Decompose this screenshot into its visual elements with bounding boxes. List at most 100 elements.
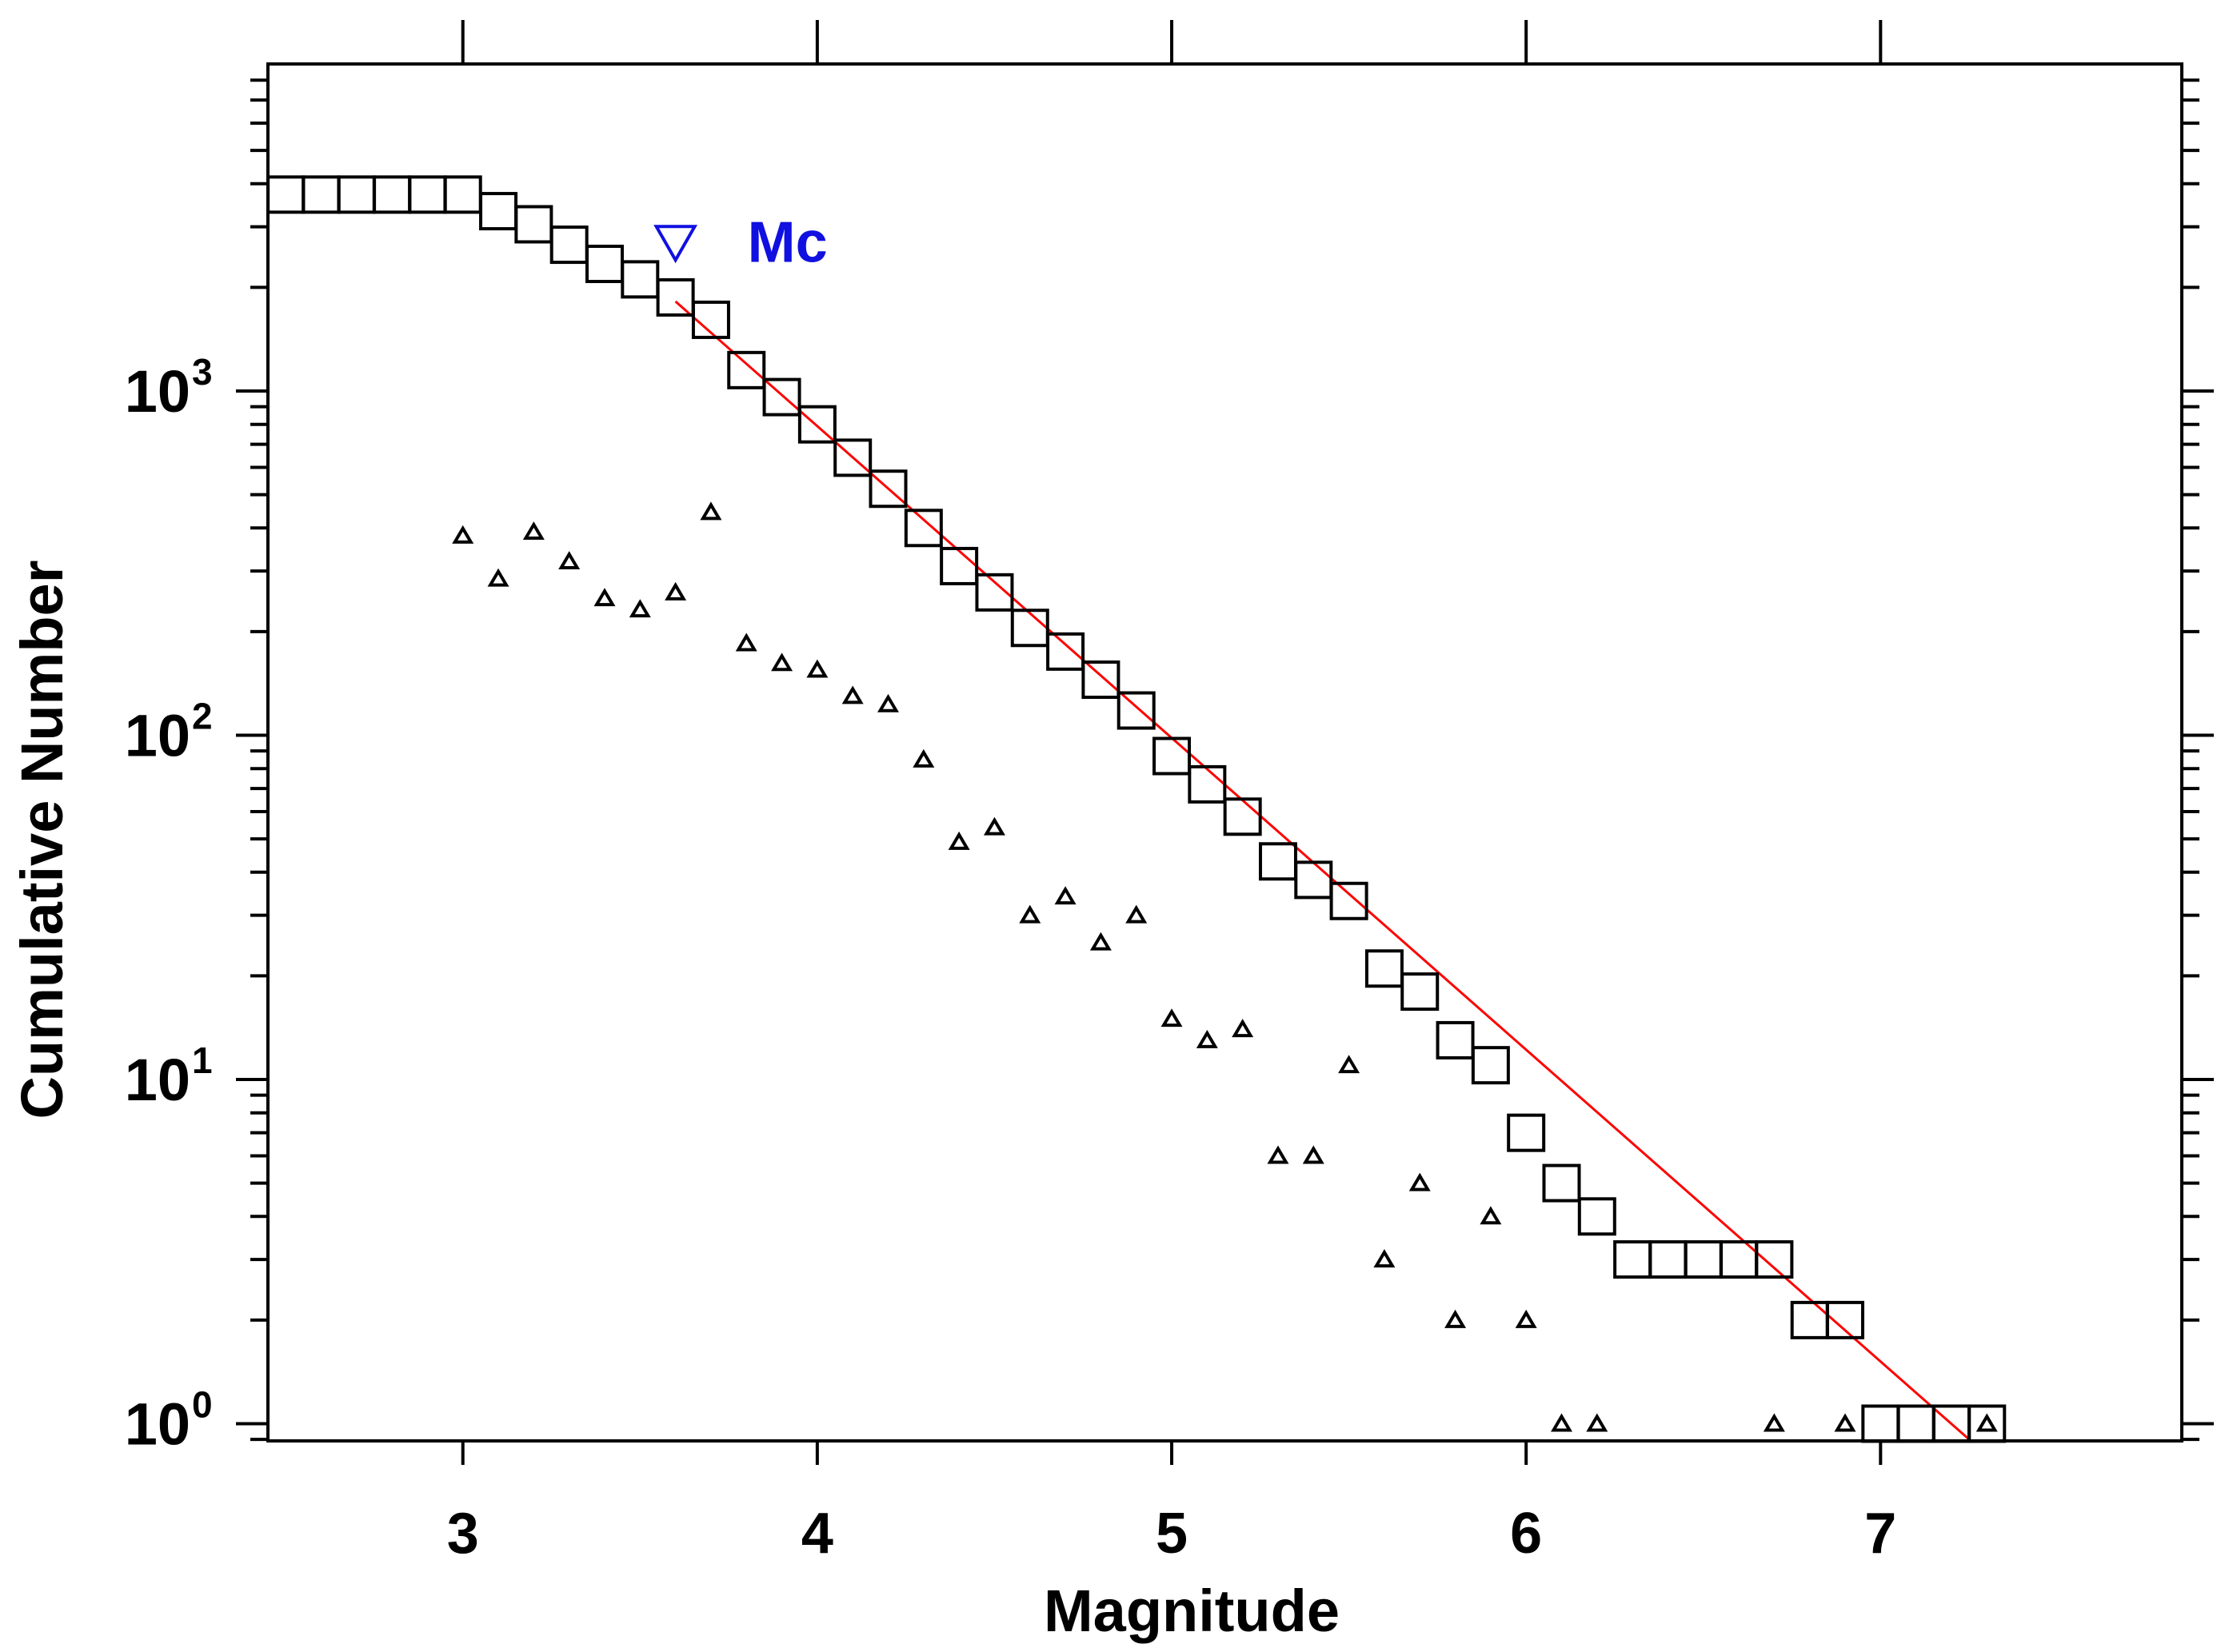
cumulative-square bbox=[302, 175, 341, 214]
y-tick-label-exponent: 2 bbox=[192, 695, 213, 736]
noncumulative-triangle bbox=[1338, 1055, 1360, 1074]
cumulative-square bbox=[833, 438, 873, 477]
noncumulative-triangle bbox=[1515, 1309, 1537, 1328]
noncumulative-triangle bbox=[593, 588, 616, 607]
cumulative-square bbox=[337, 175, 376, 214]
noncumulative-markers bbox=[452, 501, 1998, 1432]
annotations: Mc bbox=[653, 210, 828, 274]
noncumulative-triangle bbox=[1019, 904, 1041, 924]
noncumulative-triangle bbox=[1373, 1249, 1396, 1268]
cumulative-square bbox=[1967, 1404, 2007, 1443]
noncumulative-triangle bbox=[1302, 1145, 1324, 1164]
noncumulative-triangle bbox=[1160, 1008, 1183, 1028]
noncumulative-triangle bbox=[487, 568, 509, 587]
noncumulative-triangle bbox=[1975, 1413, 1998, 1432]
fit-line bbox=[674, 300, 1971, 1441]
noncumulative-triangle bbox=[1196, 1029, 1218, 1048]
x-tick-label: 4 bbox=[801, 1502, 833, 1566]
x-tick-label: 6 bbox=[1510, 1502, 1542, 1566]
cumulative-square bbox=[1364, 949, 1404, 988]
cumulative-markers bbox=[266, 175, 2007, 1443]
cumulative-square bbox=[1507, 1113, 1546, 1152]
noncumulative-triangle bbox=[1408, 1172, 1431, 1191]
mc-marker bbox=[653, 225, 698, 264]
noncumulative-triangle bbox=[1232, 1019, 1254, 1038]
cumulative-square bbox=[266, 175, 306, 214]
cumulative-square bbox=[1152, 736, 1192, 776]
cumulative-square bbox=[1258, 842, 1297, 881]
x-tick-label: 7 bbox=[1864, 1502, 1896, 1566]
noncumulative-triangle bbox=[735, 632, 757, 652]
cumulative-square bbox=[1790, 1300, 1829, 1339]
noncumulative-triangle bbox=[629, 599, 651, 618]
cumulative-square bbox=[691, 300, 730, 339]
cumulative-square bbox=[1081, 660, 1120, 700]
cumulative-square bbox=[1116, 691, 1156, 730]
y-tick-label: 10 bbox=[125, 1391, 190, 1457]
mc-label: Mc bbox=[748, 210, 828, 274]
y-axis-label: Cumulative Number bbox=[9, 560, 75, 1119]
cumulative-square bbox=[1471, 1046, 1510, 1085]
noncumulative-triangle bbox=[841, 685, 864, 704]
noncumulative-triangle bbox=[877, 693, 900, 712]
cumulative-square bbox=[443, 175, 482, 214]
cumulative-square bbox=[1861, 1404, 1900, 1443]
cumulative-square bbox=[1542, 1163, 1581, 1203]
noncumulative-triangle bbox=[1267, 1145, 1289, 1164]
fit-line-group bbox=[674, 300, 1971, 1441]
noncumulative-triangle bbox=[665, 581, 687, 601]
y-tick-label-exponent: 3 bbox=[192, 351, 213, 393]
cumulative-square bbox=[1613, 1240, 1652, 1279]
cumulative-square bbox=[1896, 1404, 1935, 1443]
cumulative-square bbox=[1826, 1300, 1865, 1339]
cumulative-square bbox=[797, 405, 837, 444]
y-tick-label: 10 bbox=[125, 1047, 190, 1113]
x-tick-label: 5 bbox=[1156, 1502, 1188, 1566]
cumulative-square bbox=[1223, 797, 1262, 836]
cumulative-square bbox=[479, 192, 518, 231]
cumulative-square bbox=[727, 350, 766, 389]
noncumulative-triangle bbox=[1763, 1413, 1785, 1432]
cumulative-square bbox=[940, 546, 979, 585]
noncumulative-triangle bbox=[1444, 1309, 1467, 1328]
cumulative-square bbox=[1188, 764, 1227, 804]
noncumulative-triangle bbox=[948, 831, 970, 850]
cumulative-square bbox=[621, 260, 660, 299]
cumulative-square bbox=[408, 175, 447, 214]
noncumulative-triangle bbox=[806, 659, 829, 678]
cumulative-square bbox=[549, 225, 589, 265]
cumulative-square bbox=[1684, 1240, 1723, 1279]
y-tick-label: 10 bbox=[125, 358, 190, 425]
cumulative-square bbox=[656, 277, 695, 317]
cumulative-square bbox=[1577, 1197, 1616, 1236]
noncumulative-triangle bbox=[1125, 904, 1148, 924]
noncumulative-triangle bbox=[983, 816, 1005, 836]
noncumulative-triangle bbox=[913, 748, 935, 768]
cumulative-square bbox=[869, 469, 908, 509]
y-tick-label: 10 bbox=[125, 702, 190, 768]
cumulative-square bbox=[1010, 609, 1049, 648]
noncumulative-triangle bbox=[558, 551, 581, 570]
cumulative-square bbox=[1329, 881, 1368, 920]
cumulative-square bbox=[1294, 860, 1333, 900]
cumulative-square bbox=[1755, 1240, 1794, 1279]
noncumulative-triangle bbox=[1054, 886, 1077, 905]
cumulative-square bbox=[975, 573, 1014, 612]
noncumulative-triangle bbox=[1834, 1413, 1856, 1432]
plot-border bbox=[266, 62, 2183, 1443]
x-tick-label: 3 bbox=[447, 1502, 479, 1566]
noncumulative-triangle bbox=[452, 525, 474, 544]
cumulative-square bbox=[514, 205, 553, 244]
y-tick-label-exponent: 0 bbox=[192, 1383, 213, 1425]
y-tick-label-exponent: 1 bbox=[192, 1039, 213, 1081]
cumulative-square bbox=[904, 509, 943, 548]
cumulative-square bbox=[585, 245, 624, 284]
cumulative-square bbox=[1046, 632, 1085, 671]
x-axis-label: Magnitude bbox=[1044, 1578, 1340, 1644]
cumulative-square bbox=[1648, 1240, 1688, 1279]
cumulative-square bbox=[1400, 972, 1440, 1012]
cumulative-square bbox=[1436, 1020, 1475, 1059]
noncumulative-triangle bbox=[1089, 932, 1112, 951]
plot-frame bbox=[266, 62, 2183, 1443]
